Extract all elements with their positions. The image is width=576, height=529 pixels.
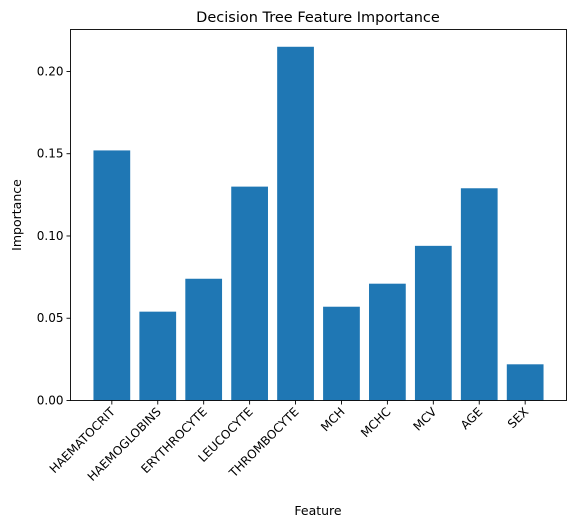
y-ticks-group: 0.00 0.05 0.10 0.15 0.20 [37,64,71,408]
y-tick-label: 0.05 [37,311,64,325]
x-ticks-group: HAEMATOCRITHAEMOGLOBINSERYTHROCYTELEUCOC… [47,400,531,484]
x-tick-label: MCH [318,405,348,435]
y-tick-label: 0.15 [37,147,64,161]
bar-haemoglobins [139,311,177,401]
bar-age [460,188,498,401]
bar-haematocrit [93,150,131,401]
bar-thrombocyte [277,46,314,401]
y-tick-label: 0.10 [37,229,64,243]
bars-group [93,46,544,401]
x-tick-label: SEX [505,405,531,431]
x-tick-label: MCHC [358,405,393,440]
bar-mchc [369,283,406,401]
bar-sex [506,364,544,401]
bar-mch [323,306,360,401]
x-tick-label: MCV [410,404,440,434]
bar-mcv [414,245,452,401]
y-axis-label: Importance [9,179,24,251]
x-tick-label: AGE [458,405,485,432]
x-axis-label: Feature [294,503,342,518]
bar-erythrocyte [185,278,223,401]
y-tick-label: 0.20 [37,64,64,78]
bar-leucocyte [231,186,268,401]
plot-frame [70,29,567,401]
chart-title: Decision Tree Feature Importance [196,10,440,26]
y-tick-label: 0.00 [37,394,64,408]
